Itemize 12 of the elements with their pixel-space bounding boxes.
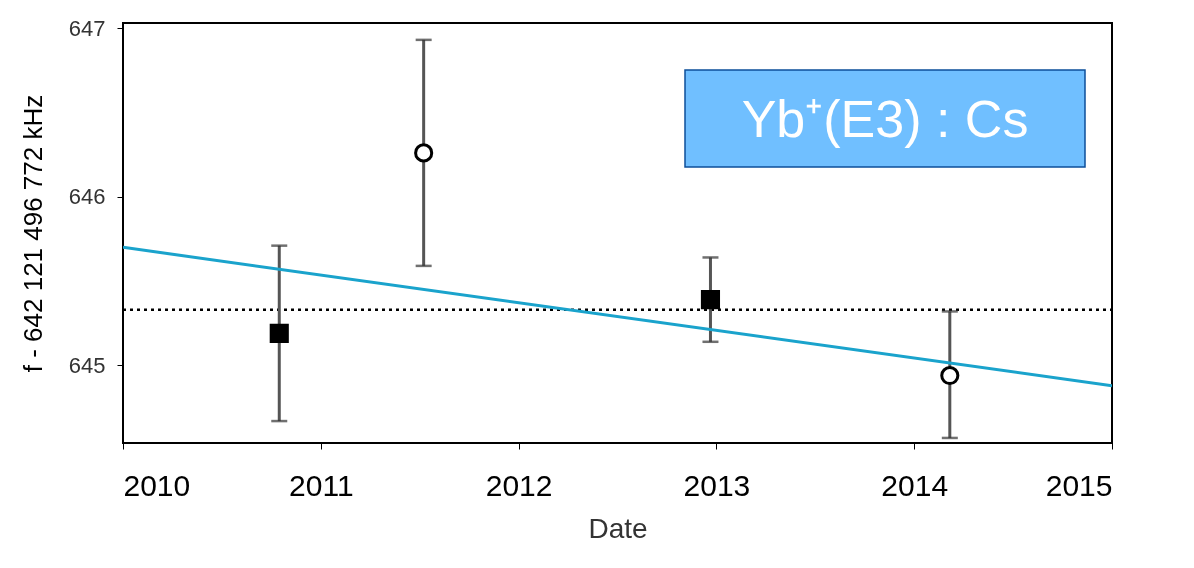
y-tick-label: 647 [68, 15, 106, 41]
annotation: Yb⁺(E3) : Cs [741, 90, 1029, 148]
y-axis-title: f - 642 121 496 772 kHz [17, 94, 48, 373]
x-tick-label: 2013 [683, 468, 751, 502]
x-tick-label: 2012 [485, 468, 553, 502]
x-tick-label: 2011 [289, 468, 354, 502]
y-tick-label: 646 [68, 184, 106, 210]
x-axis-title: Date [588, 512, 648, 544]
x-tick-label: 2010 [123, 468, 191, 502]
y-tick-label: 645 [68, 352, 106, 378]
x-tick-label: 2015 [1045, 468, 1113, 502]
x-tick-label: 2014 [881, 468, 949, 502]
